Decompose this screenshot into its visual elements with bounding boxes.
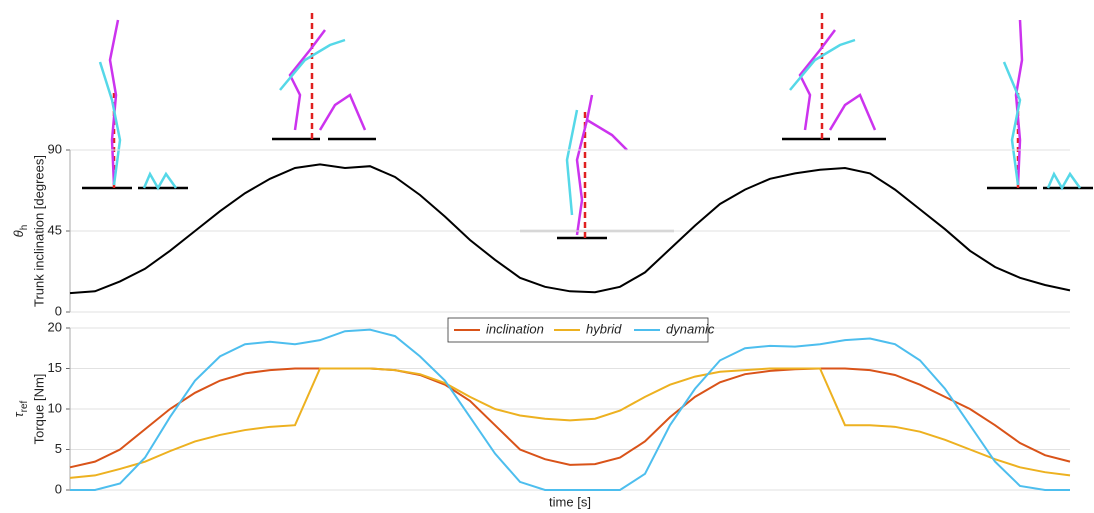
pose [272,10,376,139]
y-tick-label: 5 [55,441,62,456]
y-tick-label: 20 [48,319,62,334]
pose [520,95,674,238]
data-line [70,330,1070,490]
legend: inclination hybrid dynamic [448,318,715,342]
pose [987,20,1093,188]
legend-label: hybrid [586,321,622,336]
pose-illustrations [82,10,1093,238]
pose [782,10,886,139]
y-tick-label: 0 [55,303,62,318]
y-label-symbol: θh [11,225,29,238]
chart: 04590θhTrunk inclination [degrees]051015… [0,0,1094,513]
legend-label: inclination [486,321,544,336]
legend-label: dynamic [666,321,715,336]
x-label: time [s] [549,494,591,509]
y-tick-label: 90 [48,141,62,156]
subscript: h [19,225,30,231]
y-tick-label: 0 [55,481,62,496]
y-label-text: Torque [Nm] [31,374,46,445]
y-tick-label: 15 [48,360,62,375]
y-label-text: Trunk inclination [degrees] [31,155,46,307]
y-tick-label: 45 [48,222,62,237]
data-line [70,369,1070,468]
y-tick-label: 10 [48,400,62,415]
subscript: ref [19,401,30,413]
symbol: θ [11,230,26,237]
y-label-symbol: τref [11,401,29,418]
pose [82,20,188,188]
